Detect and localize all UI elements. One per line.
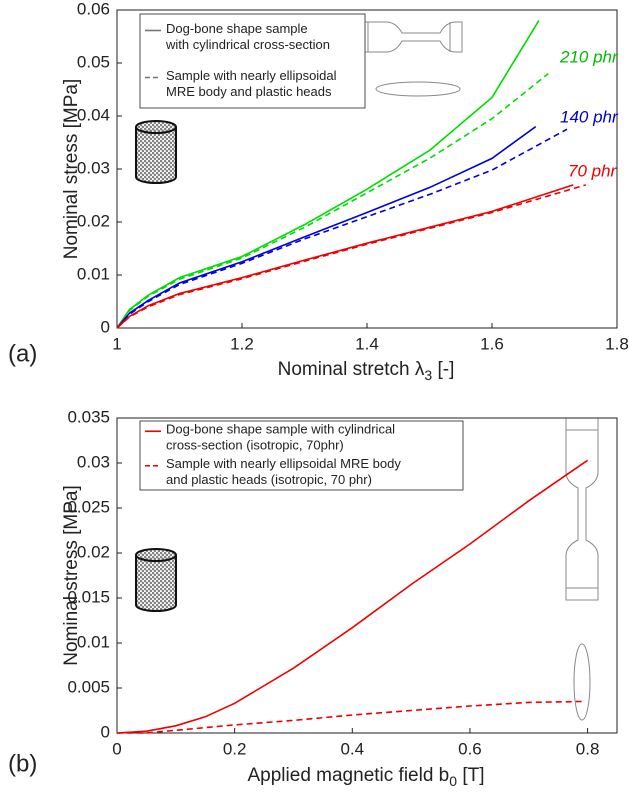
series-line bbox=[116, 125, 537, 329]
ellipsoid-icon bbox=[375, 81, 461, 97]
x-axis-label-unit: [T] bbox=[457, 765, 484, 786]
x-axis-label: Applied magnetic field b0 [T] bbox=[248, 765, 485, 789]
series-line bbox=[116, 184, 574, 329]
series-line bbox=[116, 459, 589, 734]
legend-label: MRE body and plastic heads bbox=[166, 84, 332, 99]
x-tick-label: 1.2 bbox=[230, 334, 254, 353]
icons bbox=[135, 21, 599, 721]
x-axis-label-text: Nominal stretch λ bbox=[278, 359, 425, 380]
y-tick-label: 0.04 bbox=[77, 105, 110, 124]
x-axis-label-text: Applied magnetic field b bbox=[248, 765, 450, 786]
x-tick-label: 1.4 bbox=[355, 334, 379, 353]
y-tick-label: 0.005 bbox=[67, 677, 110, 696]
dogbone-icon bbox=[565, 417, 599, 601]
series-line bbox=[116, 128, 568, 329]
plot-area bbox=[116, 417, 618, 734]
x-tick-label: 0.6 bbox=[458, 739, 482, 758]
y-tick-label: 0.015 bbox=[67, 587, 110, 606]
y-axis-label: Nominal stress [MPa] bbox=[61, 485, 82, 666]
legend-label: and plastic heads (isotropic, 70 phr) bbox=[166, 472, 372, 487]
annotation: 140 phr bbox=[560, 107, 619, 126]
x-tick-label: 0.2 bbox=[223, 739, 247, 758]
y-tick-label: 0 bbox=[101, 722, 110, 741]
x-axis-label: Nominal stretch λ3 [-] bbox=[278, 359, 455, 383]
x-axis-label-sub: 3 bbox=[424, 367, 432, 383]
series-line bbox=[116, 20, 540, 329]
legend-box bbox=[139, 13, 366, 109]
x-tick-label: 0.4 bbox=[340, 739, 364, 758]
y-tick-label: 0.035 bbox=[67, 407, 110, 426]
x-tick-label: 1 bbox=[112, 334, 121, 353]
x-tick-label: 1.8 bbox=[605, 334, 629, 353]
cylinder-icon bbox=[135, 548, 177, 612]
y-tick-label: 0.025 bbox=[67, 497, 110, 516]
annotation: 210 phr bbox=[559, 47, 619, 66]
y-tick-label: 0 bbox=[101, 317, 110, 336]
y-tick-label: 0.06 bbox=[77, 0, 110, 18]
panel-label: (b) bbox=[8, 750, 37, 777]
y-tick-label: 0.03 bbox=[77, 452, 110, 471]
y-tick-label: 0.01 bbox=[77, 264, 110, 283]
x-axis-label-unit: [-] bbox=[432, 359, 454, 380]
legend-label: Dog-bone shape sample bbox=[166, 21, 308, 36]
annotation: 70 phr bbox=[568, 161, 618, 180]
series-line bbox=[117, 700, 582, 734]
y-tick-label: 0.02 bbox=[77, 211, 110, 230]
y-tick-label: 0.01 bbox=[77, 632, 110, 651]
x-axis-label-sub: 0 bbox=[449, 773, 457, 789]
legend-box bbox=[139, 420, 464, 491]
ellipsoid-icon bbox=[573, 643, 591, 721]
series-line bbox=[116, 184, 586, 329]
y-tick-label: 0.02 bbox=[77, 542, 110, 561]
y-axis-label: Nominal stress [MPa] bbox=[61, 79, 82, 260]
x-tick-label: 0 bbox=[112, 739, 121, 758]
y-tick-label: 0.05 bbox=[77, 52, 110, 71]
legend-label: cross-section (isotropic, 70phr) bbox=[166, 438, 344, 453]
dogbone-icon bbox=[355, 21, 463, 53]
cylinder-icon bbox=[135, 120, 177, 184]
series-line bbox=[116, 72, 549, 329]
legend-label: Sample with nearly ellipsoidal bbox=[166, 68, 337, 83]
panel-label: (a) bbox=[8, 340, 37, 367]
y-tick-label: 0.03 bbox=[77, 158, 110, 177]
x-tick-label: 1.6 bbox=[480, 334, 504, 353]
legend-label: Sample with nearly ellipsoidal MRE body bbox=[166, 456, 401, 471]
legend-label: with cylindrical cross-section bbox=[165, 37, 330, 52]
legend-label: Dog-bone shape sample with cylindrical bbox=[166, 422, 395, 437]
x-tick-label: 0.8 bbox=[576, 739, 600, 758]
